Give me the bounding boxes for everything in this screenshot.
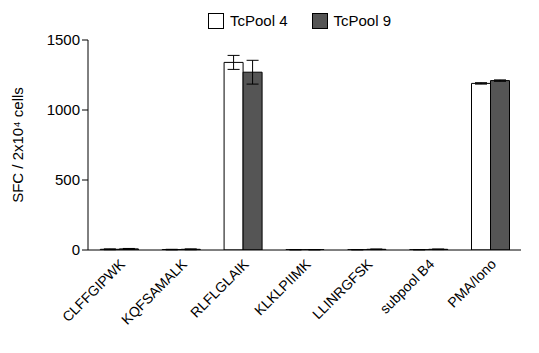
svg-text:1500: 1500 — [47, 31, 80, 48]
svg-text:0: 0 — [72, 241, 80, 258]
svg-text:subpool B4: subpool B4 — [377, 256, 438, 317]
svg-text:LLINRGFSK: LLINRGFSK — [309, 255, 376, 322]
svg-text:KLKLPIIMK: KLKLPIIMK — [251, 255, 314, 318]
svg-text:1000: 1000 — [47, 101, 80, 118]
svg-text:500: 500 — [55, 171, 80, 188]
svg-text:CLFFGIPWK: CLFFGIPWK — [59, 255, 129, 325]
svg-text:RLFLGLAIK: RLFLGLAIK — [187, 255, 252, 320]
html-text:TcPool 4: TcPool 4 — [230, 12, 288, 29]
html-text:TcPool 9: TcPool 9 — [333, 12, 391, 29]
svg-text:KQFSAMALK: KQFSAMALK — [118, 255, 190, 327]
svg-text:SFC / 2x10⁴ cells: SFC / 2x10⁴ cells — [9, 87, 26, 203]
svg-text:PMA/Iono: PMA/Iono — [444, 256, 499, 311]
